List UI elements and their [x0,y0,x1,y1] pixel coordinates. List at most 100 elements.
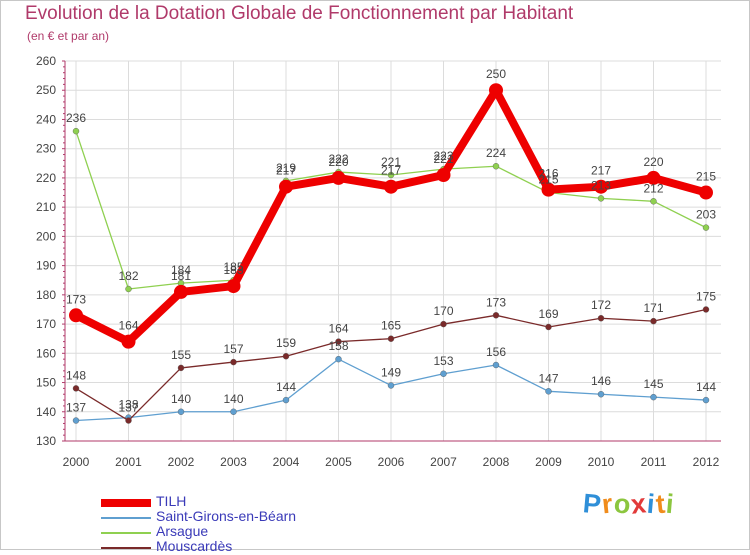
data-point [492,312,500,319]
data-label: 223 [433,149,453,163]
data-point [384,179,398,194]
data-point [282,396,290,404]
legend-label: Arsague [156,523,209,539]
data-label: 215 [538,173,558,187]
x-tick-label: 2001 [115,455,142,469]
data-point [492,163,500,170]
data-label: 155 [171,348,191,362]
data-label: 148 [66,368,86,382]
grid-layer [65,60,721,442]
data-label: 250 [486,67,506,81]
data-label: 140 [171,392,191,406]
legend-label: TILH [156,493,187,509]
data-label: 173 [486,295,506,309]
data-label: 170 [433,304,453,318]
x-tick-label: 2010 [588,455,615,469]
data-label: 213 [591,178,611,192]
data-label: 224 [486,146,506,160]
data-label: 173 [66,292,86,306]
data-label: 217 [276,164,296,178]
data-label: 146 [591,374,611,388]
x-tick-label: 2005 [325,455,352,469]
data-point [72,417,80,424]
data-label: 216 [538,167,558,181]
data-point [702,224,710,231]
y-tick-label: 220 [36,171,56,185]
x-tick-label: 2009 [535,455,562,469]
data-point [335,338,342,345]
data-label: 236 [66,111,86,125]
data-point [492,361,500,369]
data-point [436,168,451,182]
data-point [177,408,185,415]
x-tick-label: 2008 [483,455,510,469]
data-point [597,391,605,398]
series-layer [69,83,713,424]
legend-label: Saint-Girons-en-Béarn [156,508,297,524]
data-point [121,334,136,349]
data-label: 157 [223,342,243,356]
data-label: 149 [381,365,401,379]
data-label: 220 [328,155,348,169]
y-tick-label: 160 [36,346,56,360]
data-point [545,388,552,395]
x-tick-label: 2007 [430,455,457,469]
data-point [541,182,556,197]
x-tick-label: 2002 [168,455,195,469]
data-point [387,171,395,179]
data-label: 144 [276,380,296,394]
x-tick-label: 2000 [63,455,90,469]
legend-swatch [101,547,151,549]
data-point [489,83,503,98]
data-point [650,393,657,401]
data-label: 158 [328,339,348,353]
data-point [282,353,290,360]
data-point [650,198,657,205]
data-label: 203 [696,208,716,222]
legend-swatch [101,532,151,534]
data-point [177,364,185,372]
data-point [594,179,608,194]
data-label: 137 [66,401,86,415]
data-point [174,284,188,299]
data-point [226,279,241,294]
data-label: 137 [118,401,138,415]
y-tick-label: 150 [36,376,56,390]
data-point [279,179,293,194]
data-point [699,185,713,200]
data-point [440,320,447,328]
data-point [387,335,395,342]
data-point [72,385,80,392]
x-tick-label: 2004 [273,455,300,469]
logo-letter: i [664,488,676,520]
y-tick-label: 170 [36,317,56,331]
data-label: 212 [643,181,663,195]
data-label: 217 [591,164,611,178]
data-point [69,308,83,323]
data-label: 222 [328,152,348,166]
data-label: 215 [696,170,716,184]
data-label: 138 [118,398,138,412]
data-point [597,315,605,322]
data-point [72,127,80,135]
y-tick-label: 130 [36,434,56,448]
data-point [545,323,552,331]
data-label: 164 [118,319,138,333]
data-label: 153 [433,354,453,368]
data-label: 147 [538,371,558,385]
data-label: 175 [696,289,716,303]
data-label: 164 [328,322,348,336]
data-label: 159 [276,336,296,350]
x-tick-label: 2011 [641,455,667,469]
data-label: 219 [276,161,296,175]
data-point [440,370,447,377]
data-point [230,408,237,415]
data-label: 185 [223,260,243,274]
data-point [702,306,710,313]
data-label: 183 [223,263,243,277]
y-tick-label: 250 [36,83,56,97]
data-point [387,382,395,389]
proxiti-logo: Proxiti [582,488,676,520]
